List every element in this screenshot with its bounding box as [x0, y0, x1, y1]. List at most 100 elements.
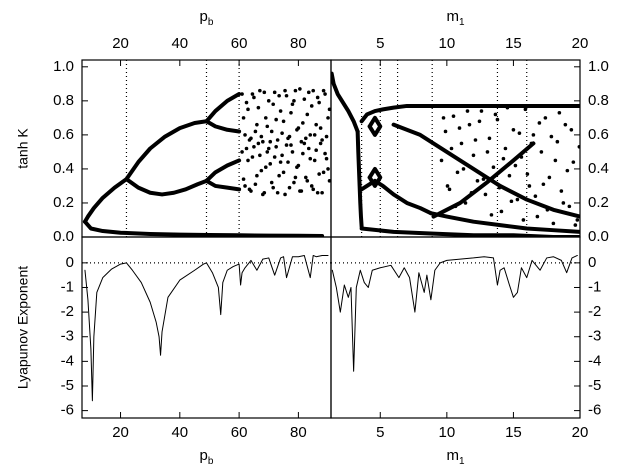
data-point — [305, 179, 310, 183]
y-tick-label: -6 — [61, 402, 74, 419]
branch-line — [204, 158, 242, 183]
data-point — [317, 100, 321, 105]
data-point — [511, 127, 516, 132]
data-point — [299, 139, 304, 144]
data-line — [331, 254, 578, 372]
x-axis-title-main: m — [446, 447, 459, 464]
data-point — [533, 194, 538, 198]
y-tick-label: -1 — [61, 278, 74, 295]
data-point — [255, 122, 259, 127]
data-point — [258, 153, 262, 158]
data-point — [266, 99, 271, 103]
data-point — [521, 218, 526, 222]
data-point — [244, 146, 249, 151]
x-tick-label: 5 — [376, 35, 384, 52]
data-point — [327, 179, 331, 183]
data-point — [451, 114, 456, 118]
data-point — [301, 151, 305, 156]
data-point — [573, 223, 578, 227]
data-point — [283, 88, 287, 93]
data-point — [301, 121, 305, 125]
data-point — [523, 107, 528, 112]
y-tick-label: -4 — [61, 352, 74, 369]
branch-line — [359, 178, 433, 216]
branch-line — [355, 129, 364, 229]
y-tick-label: 1.0 — [53, 58, 74, 75]
branch-line — [82, 177, 129, 224]
data-point — [318, 141, 323, 146]
y-tick-label: 0.0 — [53, 228, 74, 245]
data-point — [247, 187, 252, 192]
data-line — [84, 254, 329, 402]
data-point — [253, 182, 258, 187]
x-tick-label: 80 — [290, 424, 307, 441]
data-point — [262, 90, 267, 95]
data-point — [314, 148, 318, 153]
data-point — [539, 150, 544, 154]
data-point — [547, 175, 552, 180]
x-axis-title: pb — [200, 447, 214, 467]
data-point — [535, 214, 540, 219]
data-point — [517, 131, 522, 135]
data-point — [309, 184, 314, 188]
data-point — [317, 172, 321, 176]
data-point — [293, 88, 298, 93]
y-tick-label: -1 — [588, 278, 601, 295]
data-point — [315, 95, 320, 100]
data-point — [441, 116, 446, 120]
data-point — [549, 134, 554, 139]
data-point — [243, 133, 247, 137]
y-tick-label: -5 — [588, 377, 601, 394]
data-point — [481, 177, 486, 181]
y-tick-label: 0 — [588, 254, 596, 271]
x-tick-label: 20 — [112, 35, 129, 52]
y-tick-label: 0.4 — [53, 160, 74, 177]
data-point — [263, 116, 268, 120]
data-point — [283, 192, 287, 197]
y-tick-label: -6 — [588, 402, 601, 419]
data-point — [306, 146, 311, 151]
data-point — [272, 155, 277, 159]
data-point — [324, 156, 329, 161]
data-point — [250, 92, 255, 96]
panel-frame — [330, 59, 581, 238]
data-point — [537, 121, 542, 125]
data-point — [287, 185, 292, 190]
x-tick-label: 5 — [376, 424, 384, 441]
y-axis-title: tanh K — [15, 128, 31, 169]
data-point — [519, 155, 524, 159]
data-point — [302, 97, 307, 101]
data-point — [261, 139, 265, 144]
branch-line — [124, 177, 209, 197]
data-point — [311, 187, 316, 192]
data-point — [292, 99, 296, 103]
data-point — [473, 138, 478, 142]
panel — [82, 254, 331, 402]
x-tick-label: 15 — [505, 424, 522, 441]
y-tick-label: 0.0 — [588, 228, 609, 245]
y-tick-label: 0.8 — [588, 92, 609, 109]
x-tick-label: 80 — [290, 35, 307, 52]
x-tick-label: 20 — [572, 424, 589, 441]
x-tick-label: 15 — [505, 35, 522, 52]
data-point — [290, 102, 295, 107]
y-tick-label: -3 — [588, 328, 601, 345]
data-point — [304, 175, 308, 180]
data-point — [475, 179, 480, 183]
data-point — [243, 184, 247, 188]
branch-line — [331, 71, 360, 134]
branch-line — [204, 119, 242, 134]
data-point — [280, 153, 284, 158]
data-point — [445, 184, 450, 188]
data-point — [465, 109, 470, 113]
data-point — [469, 190, 474, 195]
data-point — [551, 221, 556, 226]
data-point — [256, 105, 261, 110]
y-tick-label: 0.4 — [588, 160, 609, 177]
data-point — [259, 134, 264, 139]
data-point — [507, 173, 512, 178]
data-point — [559, 189, 564, 193]
y-tick-label: 0.6 — [53, 126, 74, 143]
data-point — [493, 112, 498, 117]
data-point — [309, 104, 314, 108]
